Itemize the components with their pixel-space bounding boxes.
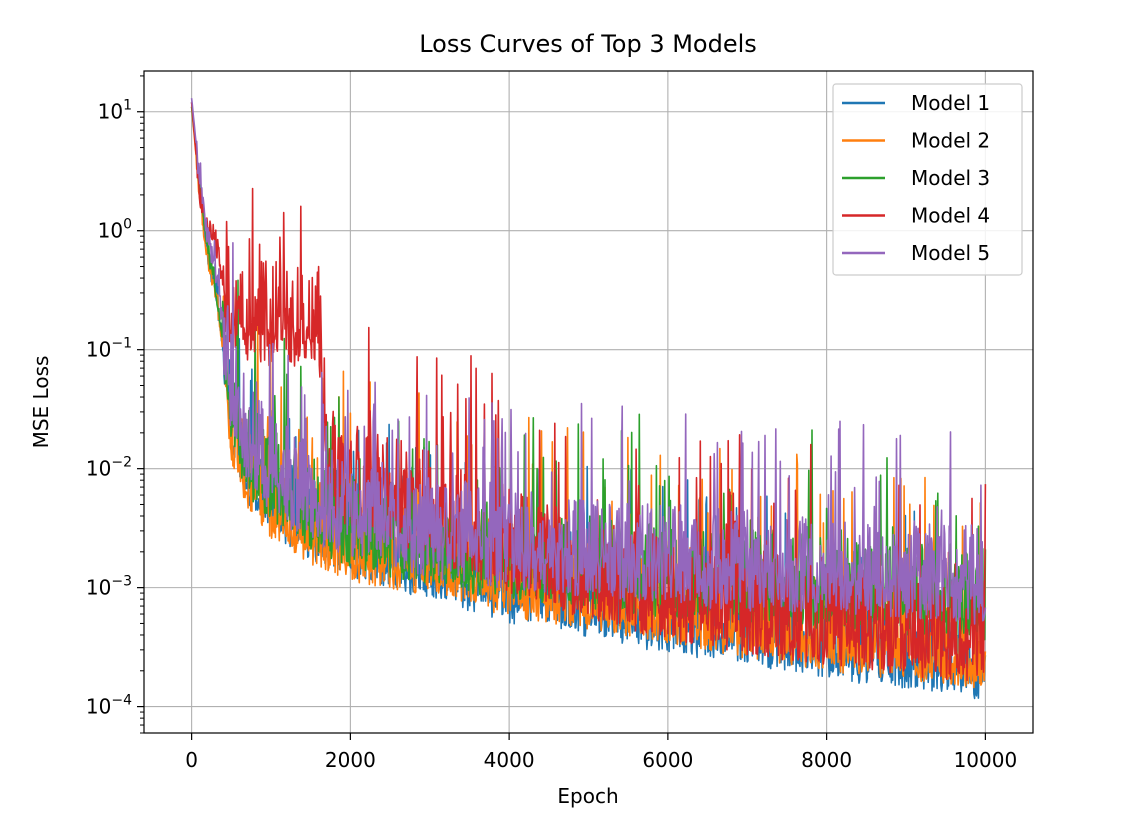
x-tick-label: 4000 [484, 748, 535, 772]
x-tick-label: 2000 [325, 748, 376, 772]
x-tick-label: 0 [185, 748, 198, 772]
legend-label: Model 1 [911, 91, 990, 115]
x-tick-label: 6000 [642, 748, 693, 772]
chart-title: Loss Curves of Top 3 Models [419, 30, 757, 58]
y-tick-label: 10−2 [86, 455, 132, 481]
y-tick-label: 101 [98, 98, 132, 124]
legend: Model 1 Model 2 Model 3 Model 4 Model 5 [832, 83, 1023, 276]
x-tick-label: 10000 [954, 748, 1018, 772]
x-ticks: 0 2000 4000 6000 8000 10000 [185, 733, 1017, 772]
legend-label: Model 2 [911, 129, 990, 153]
y-ticks: 101 100 10−1 10−2 10−3 10−4 [86, 75, 144, 734]
legend-label: Model 3 [911, 166, 990, 190]
x-tick-label: 8000 [801, 748, 852, 772]
y-tick-label: 10−1 [86, 336, 132, 362]
y-tick-label: 10−4 [86, 693, 132, 719]
legend-box [832, 83, 1023, 276]
y-tick-label: 10−3 [86, 574, 132, 600]
series-layer [190, 98, 987, 700]
y-axis-title: MSE Loss [29, 356, 53, 449]
x-axis-title: Epoch [557, 784, 618, 808]
plot-frame [143, 70, 1034, 734]
legend-label: Model 4 [911, 204, 990, 228]
series-line-5 [190, 98, 987, 625]
y-tick-label: 100 [98, 217, 132, 243]
legend-label: Model 5 [911, 241, 990, 265]
